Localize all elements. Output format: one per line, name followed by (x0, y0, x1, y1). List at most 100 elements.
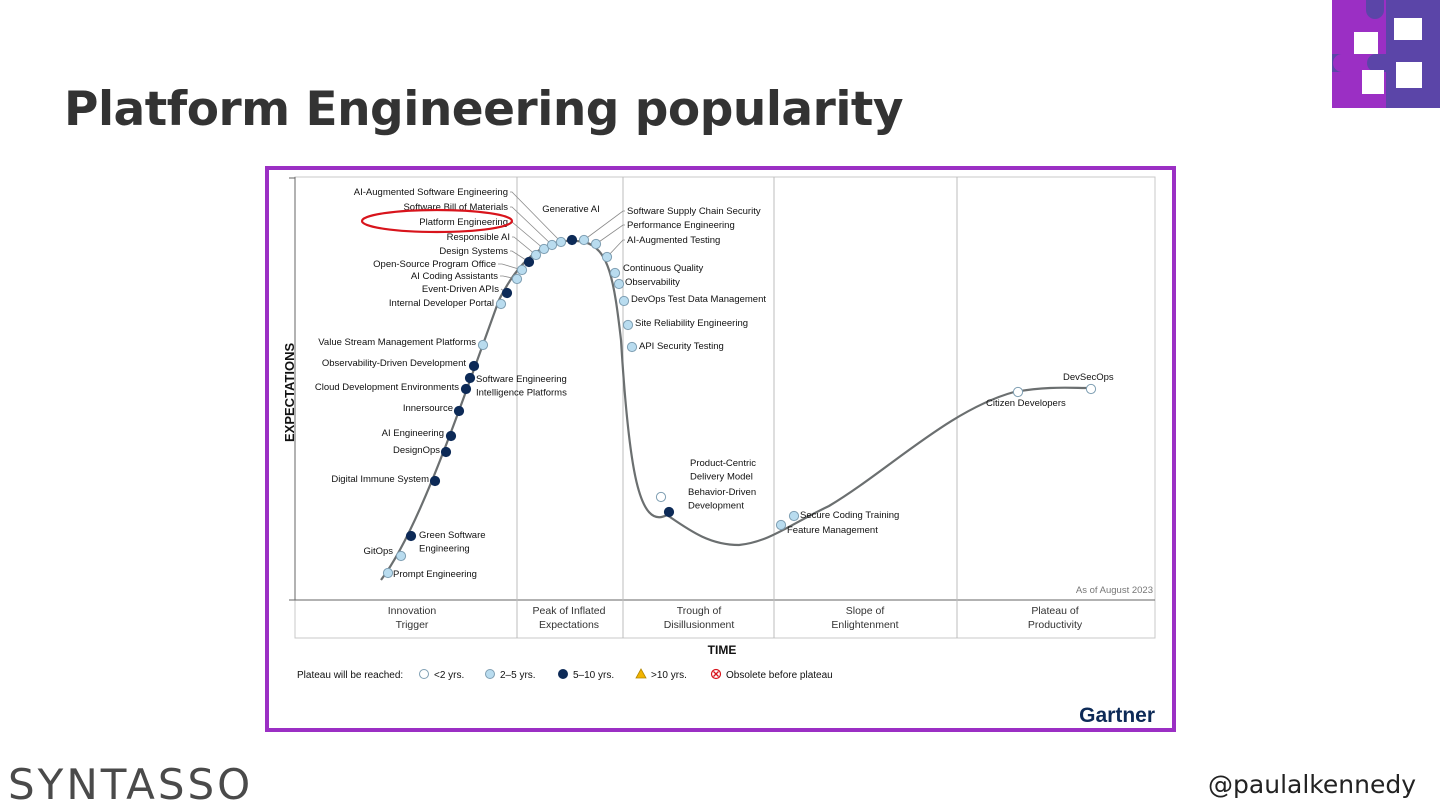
label-designops: DesignOps (393, 445, 440, 456)
leader-software-supply-chain-security (583, 210, 625, 241)
label-devsecops: DevSecOps (1063, 372, 1114, 383)
label-secure-coding-training: Secure Coding Training (800, 510, 899, 521)
legend-prefix: Plateau will be reached: (297, 670, 403, 681)
legend-obsolete-before-plateau-label: Obsolete before plateau (726, 670, 833, 681)
label-observability-driven-development: Observability-Driven Development (322, 358, 466, 369)
point-internal-developer-portal (495, 298, 507, 310)
label-generative-ai: Generative AI (542, 204, 600, 215)
label-ai-engineering: AI Engineering (382, 428, 444, 439)
syntasso-puzzle-logo (1332, 0, 1440, 108)
label-site-reliability-engineering: Site Reliability Engineering (635, 318, 748, 329)
technology-labels: Prompt Engineering GitOps Green Software En… (315, 187, 1114, 580)
vendor-logo: Gartner (1079, 704, 1155, 727)
label-api-security-testing: API Security Testing (639, 341, 724, 352)
leader-performance-engineering (595, 224, 625, 245)
label-design-systems: Design Systems (439, 246, 508, 257)
label-internal-developer-portal: Internal Developer Portal (389, 298, 494, 309)
point-software-supply-chain-security (578, 234, 590, 246)
legend-5-10-yrs-icon (558, 669, 568, 679)
point-event-driven-apis (501, 287, 513, 299)
point-value-stream-management-platforms (477, 339, 489, 351)
hype-cycle-chart: Innovation Trigger Peak of Inflated Expecta… (282, 176, 1156, 727)
leader-software-bill-of-materials (510, 206, 553, 246)
label-software-supply-chain-security: Software Supply Chain Security (627, 206, 761, 217)
point-designops (440, 446, 452, 458)
leader-platform-engineering (510, 221, 545, 250)
point-observability-driven-development (468, 360, 480, 372)
label-digital-immune-system: Digital Immune System (331, 474, 429, 485)
legend-5-10-yrs-label: 5–10 yrs. (573, 670, 614, 681)
legend-2-yrs-icon (419, 669, 429, 679)
label-platform-engineering: Platform Engineering (419, 217, 508, 228)
phase-label-1: Innovation Trigger (388, 605, 437, 631)
label-gitops: GitOps (363, 546, 393, 557)
platform-engineering-highlight (360, 208, 514, 234)
point-digital-immune-system (429, 475, 441, 487)
legend-2-5-yrs-icon (485, 669, 495, 679)
label-ai-augmented-testing: AI-Augmented Testing (627, 235, 720, 246)
point-prompt-engineering (382, 567, 394, 579)
point-software-engineering-intelligence-platforms (464, 372, 476, 384)
label-performance-engineering: Performance Engineering (627, 220, 735, 231)
label-observability: Observability (625, 277, 680, 288)
point-responsible-ai (530, 249, 542, 261)
as-of-note: As of August 2023 (1076, 585, 1153, 596)
label-software-bill-of-materials: Software Bill of Materials (403, 202, 508, 213)
point-gitops (395, 550, 407, 562)
point-devops-test-data-management (618, 295, 630, 307)
label-continuous-quality: Continuous Quality (623, 263, 704, 274)
point-secure-coding-training (788, 510, 800, 522)
leader-open-source-program-office (498, 263, 523, 271)
point-product-centric-delivery-model (655, 491, 667, 503)
label-devops-test-data-management: DevOps Test Data Management (631, 294, 766, 305)
author-handle: @paulalkennedy (1208, 770, 1416, 799)
point-cloud-development-environments (460, 383, 472, 395)
legend-10-yrs-label: >10 yrs. (651, 670, 687, 681)
label-event-driven-apis: Event-Driven APIs (422, 284, 499, 295)
label-product-centric-delivery-model: Product-Centric Delivery Model (690, 458, 756, 483)
point-devsecops (1085, 383, 1097, 395)
point-api-security-testing (626, 341, 638, 353)
label-green-software-engineering: Green Software Engineering (419, 530, 486, 555)
point-ai-engineering (445, 430, 457, 442)
point-ai-coding-assistants (511, 273, 523, 285)
label-citizen-developers: Citizen Developers (986, 398, 1066, 409)
point-feature-management (775, 519, 787, 531)
leader-design-systems (510, 250, 530, 263)
phase-label-2: Peak of Inflated Expectations (533, 605, 606, 631)
point-innersource (453, 405, 465, 417)
phase-label-4: Slope of Enlightenment (831, 605, 898, 631)
leader-responsible-ai (512, 236, 537, 256)
label-behavior-driven-development: Behavior-Driven Development (688, 487, 756, 512)
label-prompt-engineering: Prompt Engineering (393, 569, 477, 580)
phase-label-3: Trough of Disillusionment (664, 605, 735, 631)
point-performance-engineering (590, 238, 602, 250)
point-design-systems (523, 256, 535, 268)
point-ai-augmented-testing (601, 251, 613, 263)
point-software-bill-of-materials (546, 239, 558, 251)
legend-2-yrs-label: <2 yrs. (434, 670, 464, 681)
legend-10-yrs-icon (635, 668, 647, 679)
leader-ai-augmented-testing (606, 239, 625, 258)
point-platform-engineering (538, 243, 550, 255)
brand-wordmark: SYNTASSO (8, 760, 254, 809)
phase-labels: Innovation Trigger Peak of Inflated Expecta… (388, 605, 1083, 631)
label-feature-management: Feature Management (787, 525, 878, 536)
label-ai-augmented-software-engineering: AI-Augmented Software Engineering (354, 187, 508, 198)
point-behavior-driven-development (663, 506, 675, 518)
point-ai-augmented-software-engineering (555, 236, 567, 248)
point-observability (613, 278, 625, 290)
point-open-source-program-office (516, 264, 528, 276)
slide-title: Platform Engineering popularity (64, 82, 904, 137)
y-axis-label: EXPECTATIONS (282, 342, 297, 442)
label-ai-coding-assistants: AI Coding Assistants (411, 271, 498, 282)
point-continuous-quality (609, 267, 621, 279)
label-open-source-program-office: Open-Source Program Office (373, 259, 496, 270)
hype-cycle-figure: Innovation Trigger Peak of Inflated Expecta… (265, 166, 1176, 732)
point-site-reliability-engineering (622, 319, 634, 331)
label-innersource: Innersource (403, 403, 453, 414)
leader-ai-augmented-software-engineering (510, 191, 562, 243)
label-software-engineering-intelligence-platforms: Software Engineering Intelligence Platfor… (476, 374, 567, 399)
label-value-stream-management-platforms: Value Stream Management Platforms (318, 337, 476, 348)
point-citizen-developers (1012, 386, 1024, 398)
